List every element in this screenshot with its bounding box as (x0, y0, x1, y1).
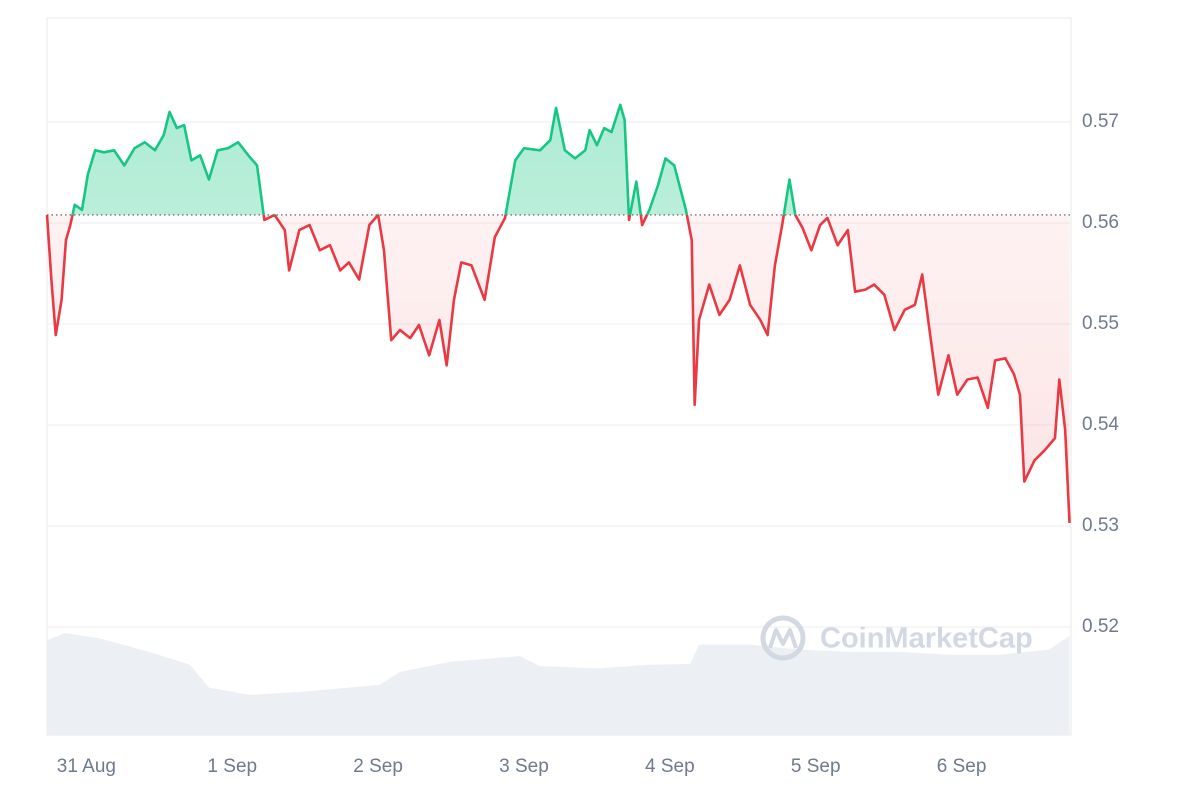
y-tick-label: 0.55 (1082, 313, 1119, 334)
y-tick-label: 0.54 (1082, 414, 1119, 435)
y-tick-label: 0.53 (1082, 515, 1119, 536)
area-up (47, 104, 796, 215)
x-tick-label: 5 Sep (791, 756, 841, 777)
watermark: CoinMarketCap (760, 615, 1033, 661)
x-tick-label: 3 Sep (499, 756, 549, 777)
x-tick-label: 6 Sep (937, 756, 987, 777)
y-tick-label: 0.56 (1082, 212, 1119, 233)
area-down (47, 214, 1070, 523)
price-line-up (46, 103, 797, 215)
x-tick-label: 2 Sep (353, 756, 403, 777)
y-tick-label: 0.57 (1082, 111, 1119, 132)
watermark-text: CoinMarketCap (820, 623, 1033, 655)
price-line-down (45, 214, 1071, 523)
y-tick-label: 0.52 (1082, 616, 1119, 637)
volume-area (47, 633, 1070, 735)
x-tick-label: 1 Sep (207, 756, 257, 777)
x-tick-label: 4 Sep (645, 756, 695, 777)
x-tick-label: 31 Aug (57, 756, 116, 777)
